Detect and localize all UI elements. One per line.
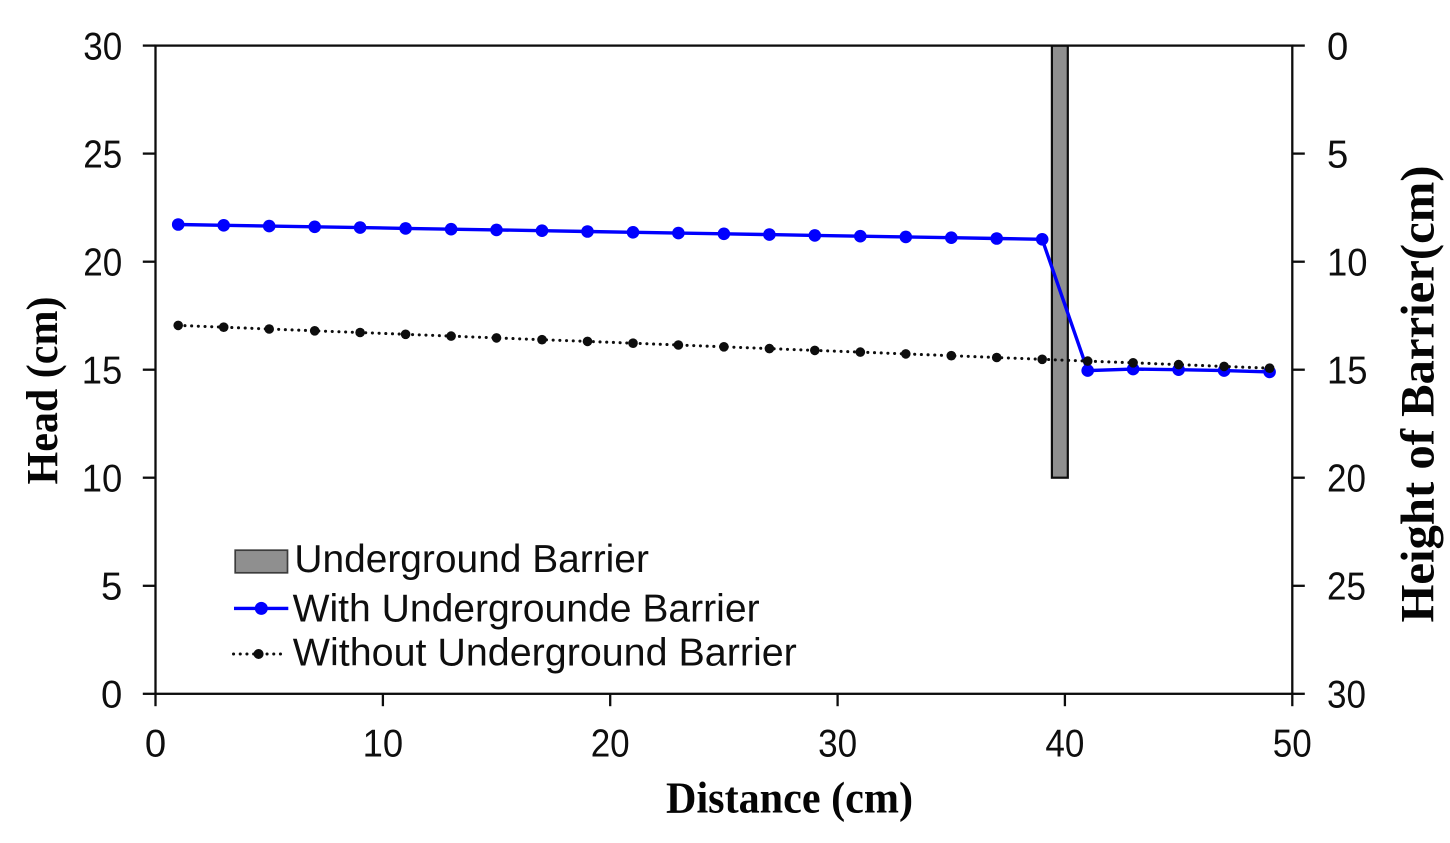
svg-text:30: 30 bbox=[1327, 674, 1366, 717]
svg-text:0: 0 bbox=[101, 674, 122, 717]
svg-text:10: 10 bbox=[1327, 241, 1368, 284]
svg-text:10: 10 bbox=[82, 457, 123, 500]
svg-text:15: 15 bbox=[82, 349, 123, 392]
svg-text:15: 15 bbox=[1327, 349, 1368, 392]
svg-text:20: 20 bbox=[591, 722, 630, 765]
svg-text:Height of Barrier(cm): Height of Barrier(cm) bbox=[1392, 165, 1445, 622]
svg-text:Head (cm): Head (cm) bbox=[18, 297, 67, 485]
svg-text:40: 40 bbox=[1045, 722, 1084, 765]
svg-text:0: 0 bbox=[1327, 25, 1348, 68]
svg-text:50: 50 bbox=[1273, 722, 1312, 765]
svg-text:30: 30 bbox=[83, 25, 122, 68]
svg-text:Without Underground Barrier: Without Underground Barrier bbox=[293, 632, 797, 675]
svg-text:5: 5 bbox=[1327, 133, 1348, 176]
svg-text:Underground Barrier: Underground Barrier bbox=[294, 538, 649, 581]
svg-text:20: 20 bbox=[1327, 457, 1366, 500]
svg-text:30: 30 bbox=[818, 722, 857, 765]
svg-text:25: 25 bbox=[1327, 566, 1366, 609]
svg-text:25: 25 bbox=[83, 133, 122, 176]
svg-text:0: 0 bbox=[145, 722, 166, 765]
svg-text:Distance (cm): Distance (cm) bbox=[666, 774, 913, 823]
svg-text:With Undergrounde Barrier: With Undergrounde Barrier bbox=[293, 588, 760, 631]
svg-text:20: 20 bbox=[83, 241, 122, 284]
svg-text:5: 5 bbox=[101, 566, 122, 609]
svg-text:10: 10 bbox=[363, 722, 404, 765]
